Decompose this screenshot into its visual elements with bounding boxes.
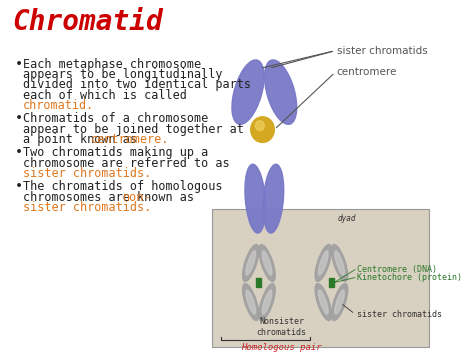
Circle shape [251, 117, 274, 142]
Text: appear to be joined together at: appear to be joined together at [23, 123, 244, 136]
Ellipse shape [263, 164, 284, 233]
Ellipse shape [335, 290, 345, 314]
Text: sister chromatids.: sister chromatids. [23, 167, 151, 180]
Text: Two chromatids making up a: Two chromatids making up a [23, 146, 209, 159]
Text: sister chromatids: sister chromatids [357, 310, 442, 318]
Ellipse shape [259, 284, 275, 321]
Ellipse shape [245, 164, 265, 233]
Text: chromatid.: chromatid. [23, 99, 94, 112]
Ellipse shape [315, 284, 331, 321]
Text: The chromatids of homologous: The chromatids of homologous [23, 180, 223, 193]
Text: non-: non- [123, 191, 152, 204]
Ellipse shape [262, 290, 272, 314]
FancyBboxPatch shape [212, 208, 429, 346]
Bar [256, 278, 261, 287]
Ellipse shape [331, 245, 348, 282]
Bar [329, 278, 334, 287]
Text: a point known as: a point known as [23, 133, 144, 146]
Text: appears to be longitudinally: appears to be longitudinally [23, 68, 223, 81]
Text: sister chromatids: sister chromatids [337, 46, 428, 56]
Text: Nonsister
chromatids: Nonsister chromatids [256, 317, 306, 337]
Text: •: • [15, 180, 23, 193]
Ellipse shape [246, 290, 255, 314]
Ellipse shape [262, 251, 272, 275]
Ellipse shape [259, 245, 275, 282]
Text: Homologous pair: Homologous pair [241, 343, 322, 352]
Ellipse shape [246, 251, 255, 275]
Text: •: • [15, 58, 23, 71]
Ellipse shape [319, 290, 328, 314]
Text: chromosome are referred to as: chromosome are referred to as [23, 157, 230, 170]
Ellipse shape [264, 60, 297, 124]
Text: Chromatid: Chromatid [12, 8, 163, 36]
Text: sister chromatids.: sister chromatids. [23, 201, 151, 214]
Text: Centromere (DNA): Centromere (DNA) [357, 265, 437, 274]
Ellipse shape [319, 251, 328, 275]
Text: centromere.: centromere. [91, 133, 170, 146]
Ellipse shape [232, 60, 264, 124]
Ellipse shape [335, 251, 345, 275]
Ellipse shape [331, 284, 348, 321]
Text: Each metaphase chromosome: Each metaphase chromosome [23, 58, 201, 71]
Text: Kinetochore (protein): Kinetochore (protein) [357, 273, 462, 282]
Text: each of which is called: each of which is called [23, 89, 187, 102]
Ellipse shape [243, 284, 259, 321]
Circle shape [255, 121, 264, 131]
Ellipse shape [243, 245, 259, 282]
Ellipse shape [315, 245, 331, 282]
Text: Chromatids of a chromosome: Chromatids of a chromosome [23, 112, 209, 125]
Text: divided into two identical parts: divided into two identical parts [23, 78, 251, 91]
Text: chromosomes are known as: chromosomes are known as [23, 191, 201, 204]
Text: •: • [15, 112, 23, 125]
Text: •: • [15, 146, 23, 159]
Text: dyad: dyad [337, 214, 356, 223]
Text: centromere: centromere [337, 67, 397, 77]
